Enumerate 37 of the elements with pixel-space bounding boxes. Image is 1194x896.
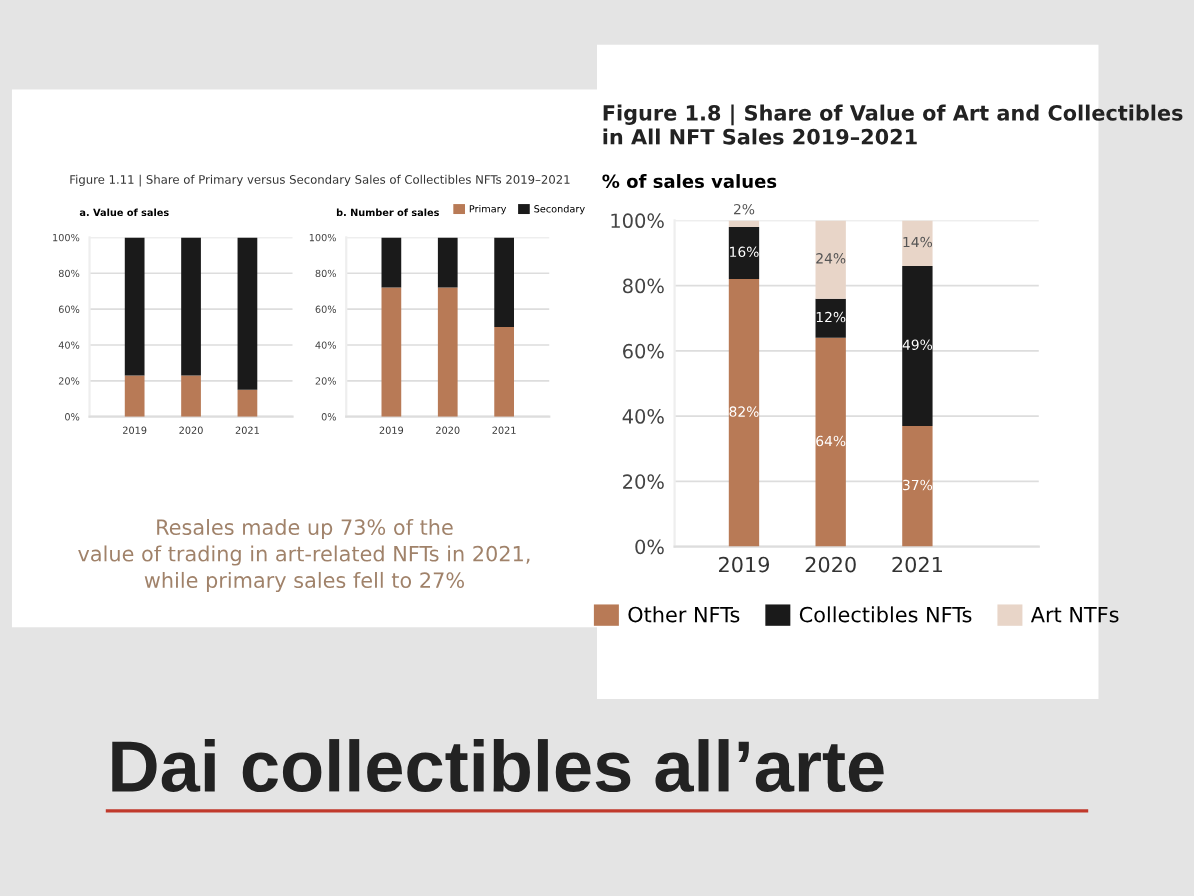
bar <box>728 220 760 227</box>
y-tick-label: 60% <box>623 343 664 359</box>
text: Resales made up 73% of the value of trading in art-related NFTs in 2021, while primary sales fell to 27% <box>78 518 530 593</box>
legend-label: Art NTFs <box>1030 606 1119 623</box>
bar <box>728 279 760 547</box>
bar <box>815 298 846 338</box>
bar <box>181 375 201 417</box>
bar <box>815 337 846 547</box>
bar <box>728 226 760 280</box>
bar <box>902 425 933 547</box>
x-tick-label: 2020 <box>805 556 856 573</box>
bar <box>494 327 514 417</box>
bar <box>437 287 458 417</box>
legend-label: Other NFTs <box>628 606 740 623</box>
bar <box>437 237 458 288</box>
bar <box>902 220 933 267</box>
y-tick-label: 20% <box>623 474 664 489</box>
bar <box>902 266 933 426</box>
bar <box>124 237 145 376</box>
bar <box>381 237 402 288</box>
text: Dai collectibles all’arte <box>112 739 884 793</box>
y-tick-label: 100% <box>611 213 664 229</box>
bar <box>237 237 258 390</box>
y-tick-label: 0% <box>635 539 664 555</box>
bar <box>237 389 258 417</box>
y-tick-label: 80% <box>622 278 664 294</box>
chart-title: Figure 1.8 | Share of Value of Art and Collectibles in All NFT Sales 2019–2021 <box>603 104 1183 145</box>
bar <box>124 375 145 417</box>
bar <box>181 237 201 376</box>
y-tick-label: 40% <box>622 409 664 424</box>
legend-label: Collectibles NFTs <box>799 606 972 623</box>
y-axis-title: % of sales values <box>602 174 777 189</box>
bar <box>815 220 846 299</box>
x-tick-label: 2021 <box>892 556 942 573</box>
bar <box>494 237 514 328</box>
x-tick-label: 2019 <box>718 556 770 573</box>
bar <box>381 287 402 417</box>
